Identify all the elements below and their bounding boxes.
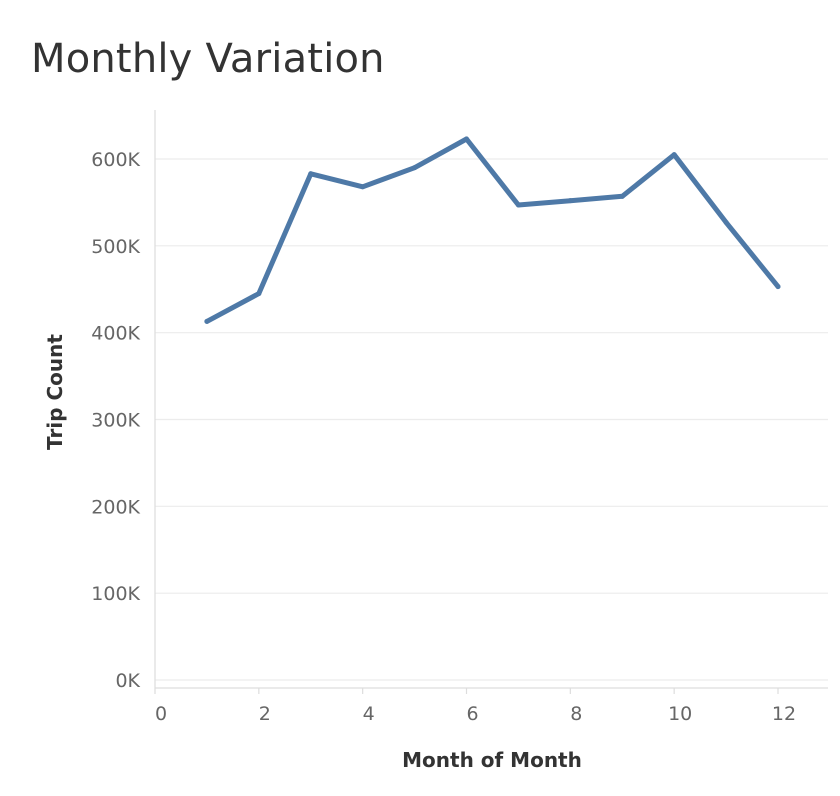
x-tick-label: 12 <box>772 703 796 725</box>
x-tick-label: 0 <box>155 703 167 725</box>
x-tick-label: 8 <box>570 703 582 725</box>
y-tick-label: 600K <box>91 149 140 171</box>
data-point[interactable] <box>256 291 262 297</box>
x-tick-label: 2 <box>259 703 271 725</box>
data-point[interactable] <box>723 219 729 225</box>
chart-title: Monthly Variation <box>31 36 385 82</box>
y-tick-labels: 0K 100K 200K 300K 400K 500K 600K <box>91 149 140 692</box>
data-point[interactable] <box>412 165 418 171</box>
x-tick-label: 10 <box>668 703 692 725</box>
series <box>204 136 781 324</box>
y-tick-label: 0K <box>115 670 140 692</box>
axes <box>154 110 828 694</box>
data-point[interactable] <box>308 171 314 177</box>
data-point[interactable] <box>360 184 366 190</box>
data-point[interactable] <box>619 193 625 199</box>
y-tick-label: 100K <box>91 583 140 605</box>
data-point[interactable] <box>775 284 781 290</box>
y-tick-label: 300K <box>91 410 140 432</box>
x-tick-labels: 0 2 4 6 8 10 12 <box>155 703 796 725</box>
x-tick-label: 6 <box>466 703 478 725</box>
y-tick-label: 200K <box>91 496 140 518</box>
y-axis-title: Trip Count <box>43 334 67 450</box>
data-point[interactable] <box>464 136 469 142</box>
y-tick-label: 500K <box>91 236 140 258</box>
data-point[interactable] <box>515 202 521 208</box>
data-point[interactable] <box>671 152 677 158</box>
grid-lines <box>155 158 828 681</box>
data-point[interactable] <box>204 318 210 324</box>
y-tick-label: 400K <box>91 323 140 345</box>
data-point[interactable] <box>567 198 573 204</box>
series-line-trip-count <box>204 136 781 324</box>
x-tick-label: 4 <box>363 703 375 725</box>
x-axis-title: Month of Month <box>402 748 582 772</box>
